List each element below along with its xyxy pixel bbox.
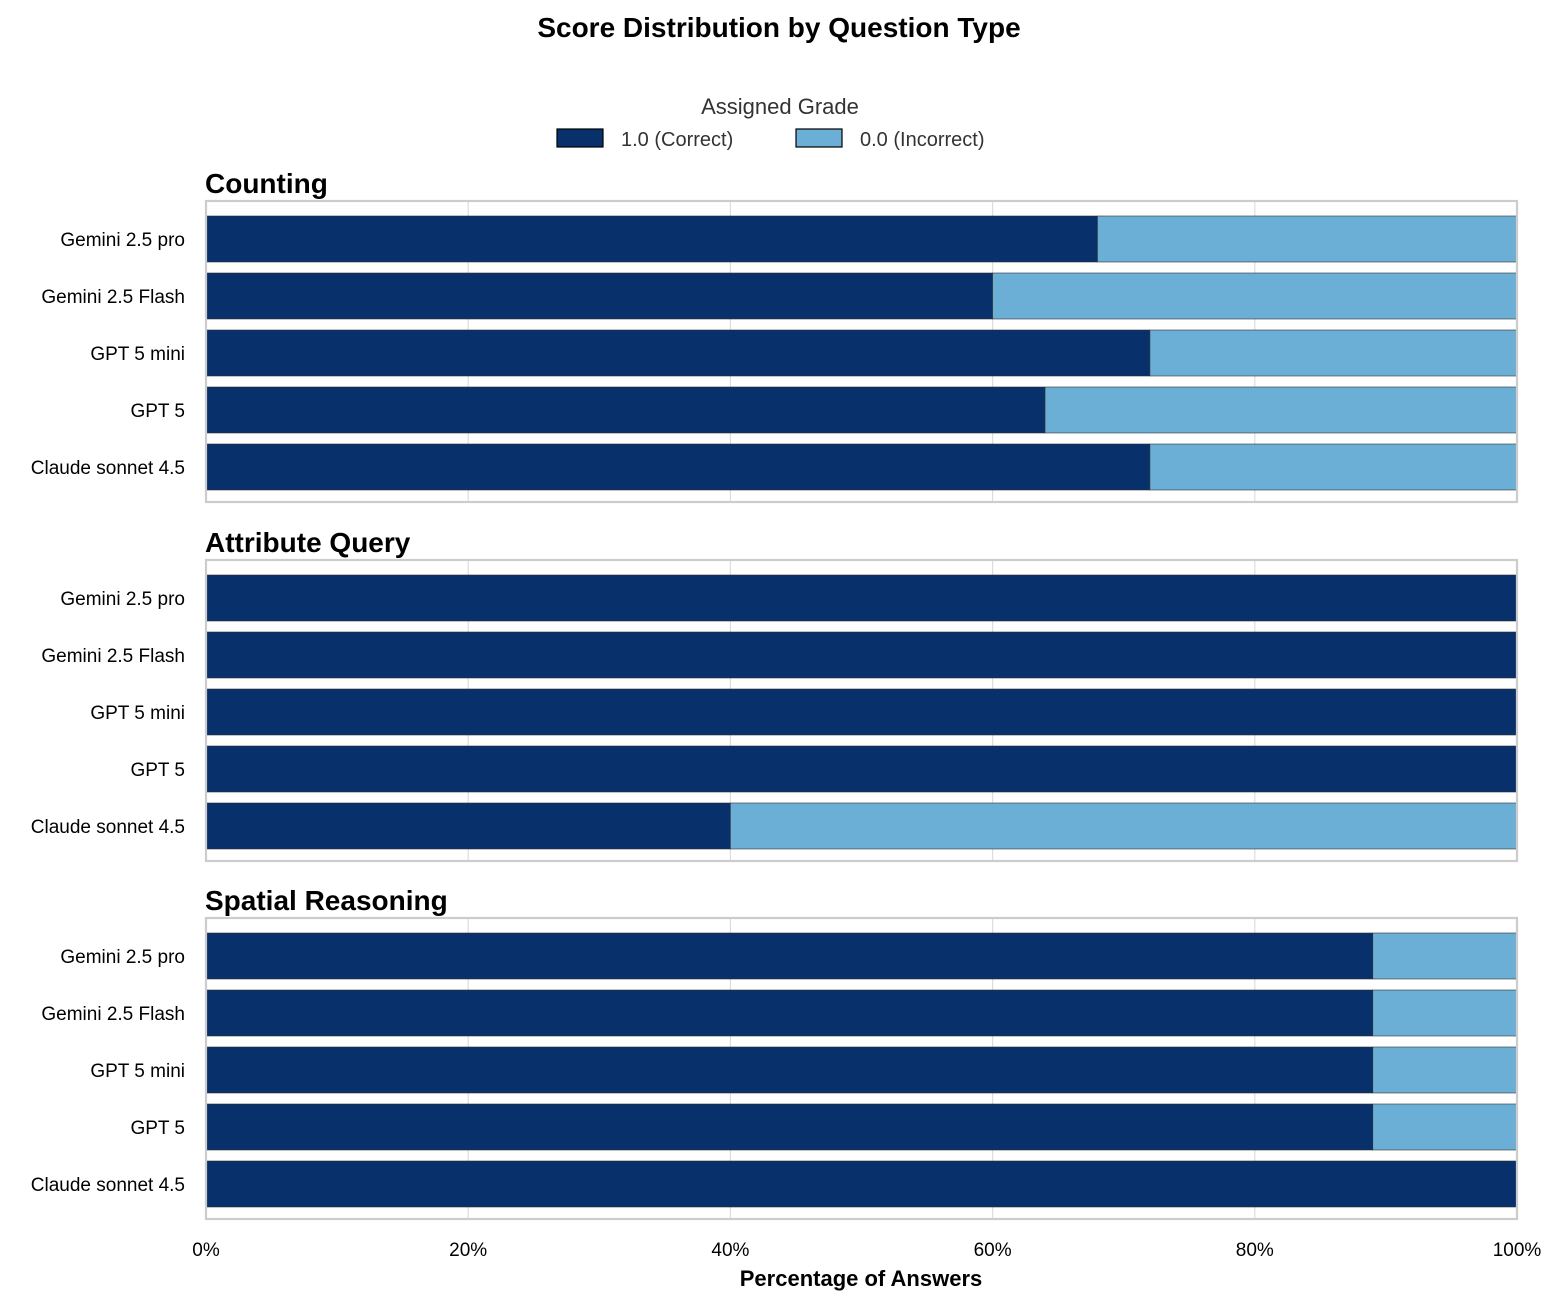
category-label: GPT 5 mini [90,703,185,724]
x-tick-label: 20% [449,1240,487,1261]
x-tick-label: 40% [711,1240,749,1261]
x-tick-label: 100% [1493,1240,1542,1261]
panel-3: Spatial Reasoning Gemini 2.5 pro Gemini 2.… [31,885,1519,1221]
category-label: Gemini 2.5 Flash [41,287,185,308]
bar-correct [205,272,993,320]
panel-frame [204,558,1519,863]
category-label: GPT 5 [130,760,185,781]
chart-title: Score Distribution by Question Type [537,12,1020,43]
x-axis-label: Percentage of Answers [740,1266,983,1291]
category-label: Gemini 2.5 pro [60,589,185,610]
legend-swatch-correct [556,128,604,148]
category-label: Gemini 2.5 Flash [41,1004,185,1025]
bar-correct [205,574,1518,622]
category-label: GPT 5 [130,1118,185,1139]
category-label: Claude sonnet 4.5 [31,817,185,838]
category-label: Claude sonnet 4.5 [31,1175,185,1196]
bar-correct [205,802,731,850]
bar-correct [205,745,1518,793]
panel-frame [204,916,1519,1221]
x-axis: 0% 20% 40% 60% 80% 100% [192,1240,1541,1261]
bar-correct [205,329,1151,377]
bar-incorrect [1149,443,1518,491]
x-tick-label: 60% [974,1240,1012,1261]
category-label: Gemini 2.5 pro [60,230,185,251]
panel-title: Counting [205,168,328,199]
category-label: GPT 5 [130,401,185,422]
bar-correct [205,631,1518,679]
bar-incorrect [1097,215,1518,263]
bar-correct [205,1160,1518,1208]
bar-incorrect [1372,1103,1518,1151]
bar-correct [205,989,1374,1037]
panel-1: Counting Gemini 2.5 pro Gemini 2.5 Flash GP… [31,168,1519,504]
bar-correct [205,688,1518,736]
legend-swatch-incorrect [795,128,843,148]
panel-title: Attribute Query [205,527,411,558]
bar-correct [205,443,1151,491]
bar-incorrect [992,272,1518,320]
bar-correct [205,932,1374,980]
category-label: Gemini 2.5 pro [60,947,185,968]
bar-incorrect [1149,329,1518,377]
panel-2: Attribute Query Gemini 2.5 pro Gemini 2.5 … [31,527,1519,863]
bar-correct [205,1046,1374,1094]
category-label: Gemini 2.5 Flash [41,646,185,667]
category-label: GPT 5 mini [90,1061,185,1082]
bar-correct [205,1103,1374,1151]
bar-incorrect [1372,932,1518,980]
x-tick-label: 80% [1236,1240,1274,1261]
bar-correct [205,386,1046,434]
panels: Counting Gemini 2.5 pro Gemini 2.5 Flash GP… [31,168,1519,1221]
legend-label-correct: 1.0 (Correct) [621,129,733,151]
x-tick-label: 0% [192,1240,220,1261]
bar-incorrect [1372,1046,1518,1094]
panel-title: Spatial Reasoning [205,885,448,916]
category-label: Claude sonnet 4.5 [31,458,185,479]
bar-incorrect [730,802,1518,850]
category-label: GPT 5 mini [90,344,185,365]
panel-frame [204,199,1519,504]
bar-incorrect [1044,386,1518,434]
bar-correct [205,215,1098,263]
legend: 1.0 (Correct) 0.0 (Incorrect) [556,128,984,151]
bar-incorrect [1372,989,1518,1037]
legend-label-incorrect: 0.0 (Incorrect) [860,129,984,151]
legend-title: Assigned Grade [701,94,859,119]
